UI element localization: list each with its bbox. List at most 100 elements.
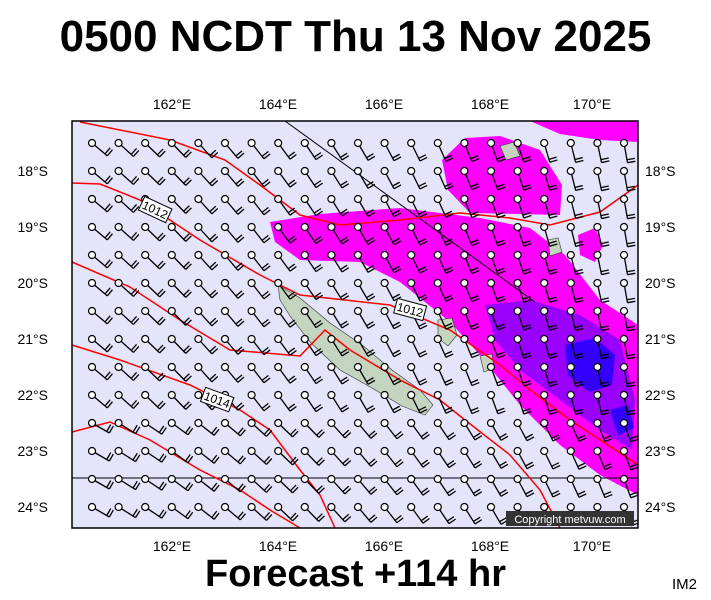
- wind-barb: [380, 502, 404, 524]
- wind-barb: [407, 138, 428, 162]
- wind-barb: [300, 474, 325, 494]
- wind-barb: [247, 138, 271, 160]
- wind-barb: [407, 166, 428, 190]
- wind-barb: [300, 334, 323, 357]
- wind-barb: [141, 474, 167, 491]
- wind-barb: [513, 474, 535, 498]
- wind-barb: [513, 166, 532, 191]
- wind-barb: [300, 166, 323, 189]
- wind-barb: [141, 306, 166, 326]
- wind-barb: [300, 306, 323, 329]
- wind-barb: [593, 474, 613, 499]
- wind-barb: [380, 278, 402, 302]
- wind-barb: [353, 194, 376, 217]
- wind-barb: [167, 278, 192, 298]
- wind-barb: [114, 446, 141, 463]
- wind-barb: [486, 138, 506, 163]
- wind-barb: [593, 362, 610, 388]
- wind-barb: [114, 166, 140, 185]
- wind-barb: [247, 334, 271, 356]
- wind-barb: [274, 390, 297, 412]
- wind-barb: [593, 418, 613, 443]
- wind-barb: [619, 418, 639, 443]
- wind-barb: [380, 306, 402, 330]
- wind-barb: [141, 390, 166, 410]
- wind-barb: [87, 138, 113, 157]
- wind-barb: [167, 446, 194, 464]
- wind-barb: [460, 390, 480, 415]
- wind-barb: [486, 166, 506, 191]
- wind-barb: [327, 194, 350, 217]
- wind-barb: [167, 390, 192, 410]
- wind-barb: [380, 474, 404, 496]
- wind-barb: [593, 194, 610, 220]
- wind-barb: [247, 418, 273, 437]
- wind-barb: [513, 278, 532, 303]
- wind-barb: [327, 250, 350, 273]
- wind-barb: [619, 390, 636, 416]
- wind-barb: [513, 250, 532, 275]
- wind-barb: [486, 194, 506, 219]
- wind-barb: [194, 334, 219, 355]
- wind-barb: [220, 138, 245, 159]
- wind-barb: [593, 278, 610, 304]
- wind-barb: [194, 306, 219, 327]
- wind-barb: [513, 334, 532, 359]
- wind-barb: [433, 446, 456, 469]
- wind-barb: [619, 194, 636, 220]
- wind-barb: [380, 334, 402, 358]
- wind-barb: [460, 222, 480, 247]
- wind-barb: [220, 278, 245, 299]
- wind-barb: [141, 334, 166, 354]
- wind-barb: [407, 474, 430, 496]
- wind-barb: [141, 250, 166, 270]
- wind-barb: [460, 474, 483, 497]
- wind-barb: [407, 446, 430, 468]
- wind-barb: [433, 390, 454, 414]
- wind-barb: [513, 362, 532, 387]
- wind-barb: [460, 166, 480, 191]
- wind-barb: [220, 502, 246, 521]
- wind-barb: [327, 278, 350, 301]
- wind-barb: [460, 306, 480, 331]
- wind-barb: [460, 138, 480, 163]
- wind-barb: [433, 194, 454, 218]
- wind-barb: [353, 446, 378, 467]
- wind-barb: [220, 222, 245, 243]
- wind-barb: [247, 250, 271, 272]
- lon-tick: 166°E: [365, 538, 403, 554]
- wind-barb: [380, 446, 404, 468]
- wind-barb: [167, 138, 192, 158]
- wind-barb: [593, 166, 610, 192]
- copyright: Copyright metvuw.com: [514, 514, 625, 526]
- wind-barb: [194, 502, 220, 520]
- wind-barb: [566, 222, 584, 248]
- wind-barb: [274, 418, 299, 438]
- wind-barb: [194, 362, 219, 383]
- forecast-label: Forecast +114 hr: [204, 553, 506, 595]
- lon-tick: 164°E: [259, 96, 297, 112]
- wind-barb: [274, 194, 297, 216]
- wind-barb: [619, 334, 636, 360]
- wind-barb: [407, 334, 428, 358]
- wind-barb: [353, 278, 376, 301]
- wind-barb: [566, 166, 584, 192]
- wind-barb: [353, 306, 376, 329]
- wind-barb: [141, 362, 166, 382]
- wind-barb: [486, 250, 506, 275]
- wind-barb: [566, 306, 584, 332]
- wind-barb: [380, 166, 402, 190]
- lat-tick: 23°S: [17, 443, 48, 459]
- wind-barb: [274, 222, 297, 244]
- wind-barb: [167, 306, 192, 326]
- wind-barb: [433, 418, 456, 441]
- wind-barb: [619, 474, 639, 499]
- wind-barb: [380, 194, 402, 218]
- wind-barb: [486, 334, 506, 359]
- wind-barb: [540, 418, 561, 442]
- lat-tick: 22°S: [645, 387, 676, 403]
- wind-barb: [353, 390, 376, 413]
- wind-barb: [220, 166, 245, 187]
- wind-barb: [167, 502, 194, 520]
- wind-barb: [87, 194, 113, 213]
